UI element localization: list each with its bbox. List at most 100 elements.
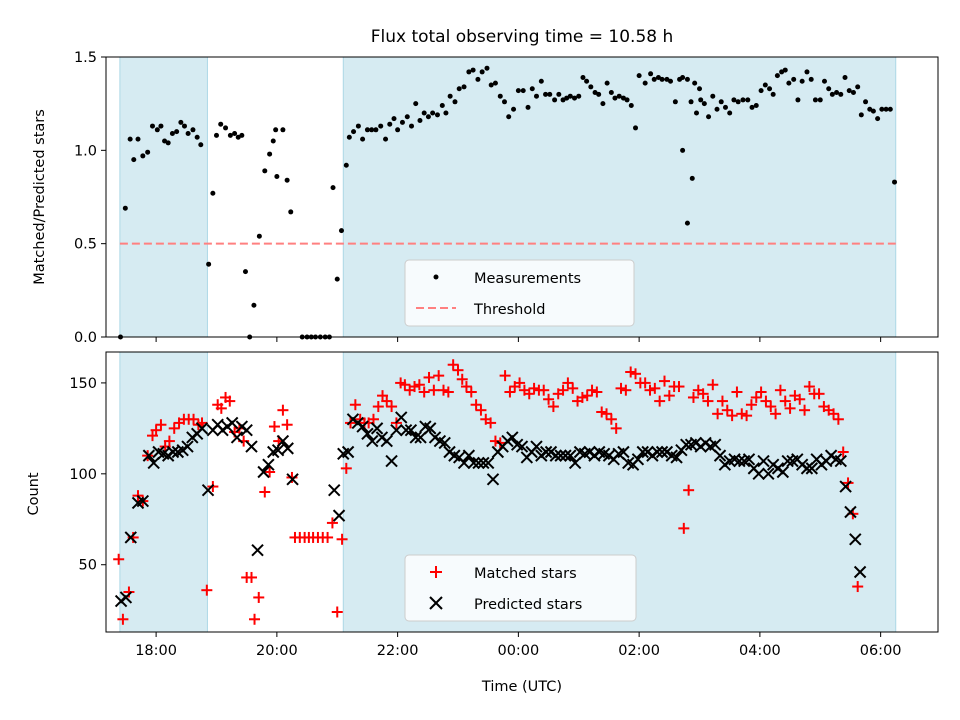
predicted-marker-b xyxy=(665,449,678,462)
predicted-marker-b xyxy=(762,467,775,481)
measurement-point xyxy=(672,99,678,105)
predicted-star-point xyxy=(757,454,770,468)
predicted-star-point xyxy=(385,454,398,468)
measurement-point xyxy=(659,76,665,82)
measurement-point xyxy=(735,99,741,105)
measurement-point xyxy=(829,91,835,97)
measurement-point xyxy=(185,131,191,137)
predicted-star-point xyxy=(680,438,693,451)
matched-star-point xyxy=(326,517,338,529)
matched-star-point xyxy=(438,384,450,396)
matched-star-point xyxy=(779,395,791,407)
measurement-point xyxy=(439,103,445,109)
measurement-point xyxy=(538,78,544,84)
measurement-point xyxy=(762,82,768,88)
measurement-point xyxy=(749,104,755,110)
predicted-star-point xyxy=(568,456,582,470)
bottom-x-axis-label: Time (UTC) xyxy=(481,679,562,695)
matched-star-point xyxy=(625,366,637,378)
measurement-point xyxy=(588,84,594,90)
matched-star-point xyxy=(707,379,719,391)
y-tick-label: 0.5 xyxy=(74,237,97,253)
predicted-star-point xyxy=(733,454,746,468)
measurement-point xyxy=(355,123,361,129)
measurement-point xyxy=(158,123,164,129)
predicted-marker-b xyxy=(573,445,587,459)
measurement-point xyxy=(511,106,517,112)
measurement-point xyxy=(693,110,699,116)
predicted-stars-points xyxy=(114,411,867,608)
x-tick-label: 20:00 xyxy=(256,643,298,659)
matched-star-point xyxy=(281,419,293,431)
measurement-point xyxy=(543,91,549,97)
predicted-marker-b xyxy=(670,451,683,464)
predicted-star-point xyxy=(328,483,341,497)
predicted-star-point xyxy=(370,422,384,435)
measurement-point xyxy=(430,110,436,116)
predicted-star-point xyxy=(839,480,852,493)
measurement-point xyxy=(447,93,453,99)
matched-star-point xyxy=(576,391,588,403)
measurements-points xyxy=(117,65,898,340)
measurement-point xyxy=(689,175,695,181)
measurement-point xyxy=(492,80,498,86)
measurement-point xyxy=(692,80,698,86)
measurement-point xyxy=(731,97,737,103)
y-tick-label: 50 xyxy=(79,558,97,574)
legend-measurements-label: Measurements xyxy=(474,271,581,287)
predicted-marker-b xyxy=(515,440,529,453)
measurement-point xyxy=(506,114,512,120)
measurement-point xyxy=(181,123,187,129)
measurement-point xyxy=(714,106,720,112)
x-tick-label: 18:00 xyxy=(135,643,177,659)
matched-star-point xyxy=(514,377,526,389)
predicted-marker-b xyxy=(680,438,693,451)
predicted-marker-b xyxy=(849,533,862,546)
predicted-marker-b xyxy=(251,543,264,557)
matched-star-point xyxy=(336,533,348,545)
matched-star-point xyxy=(702,395,714,407)
predicted-marker-b xyxy=(781,454,794,468)
matched-star-point xyxy=(150,424,162,436)
y-tick-label: 150 xyxy=(69,376,97,392)
matched-star-point xyxy=(163,435,175,447)
predicted-marker-b xyxy=(195,422,209,435)
predicted-star-point xyxy=(341,445,355,459)
measurement-point xyxy=(425,114,431,120)
predicted-marker-b xyxy=(622,456,635,470)
measurement-point xyxy=(256,233,262,239)
matched-star-point xyxy=(770,408,782,420)
predicted-marker-b xyxy=(390,423,403,437)
measurement-point xyxy=(178,119,184,125)
matched-star-point xyxy=(413,379,425,391)
predicted-marker-b xyxy=(119,591,133,604)
x-tick-label: 00:00 xyxy=(497,643,539,659)
predicted-star-point xyxy=(486,473,500,486)
predicted-marker-b xyxy=(510,438,524,451)
matched-star-point xyxy=(215,402,227,414)
measurement-point xyxy=(698,97,704,103)
predicted-star-point xyxy=(399,423,413,437)
predicted-star-point xyxy=(655,445,669,459)
predicted-marker-b xyxy=(559,449,572,462)
predicted-marker-b xyxy=(742,453,756,466)
measurement-point xyxy=(547,91,553,97)
predicted-star-point xyxy=(424,422,437,435)
predicted-star-point xyxy=(554,449,567,462)
measurement-point xyxy=(584,78,590,84)
matched-stars-points xyxy=(113,359,864,625)
measurement-point xyxy=(470,67,476,73)
measurement-point xyxy=(838,91,844,97)
matched-star-point xyxy=(750,391,762,403)
matched-star-point xyxy=(428,384,440,396)
predicted-marker-b xyxy=(181,440,194,453)
measurement-point xyxy=(484,65,490,71)
measurement-point xyxy=(174,129,180,135)
measurement-point xyxy=(520,88,526,94)
measurement-point xyxy=(251,302,257,308)
measurement-point xyxy=(600,101,606,107)
predicted-marker-b xyxy=(549,449,563,462)
predicted-star-point xyxy=(617,445,630,459)
measurement-point xyxy=(280,127,286,133)
predicted-marker-b xyxy=(829,453,843,466)
